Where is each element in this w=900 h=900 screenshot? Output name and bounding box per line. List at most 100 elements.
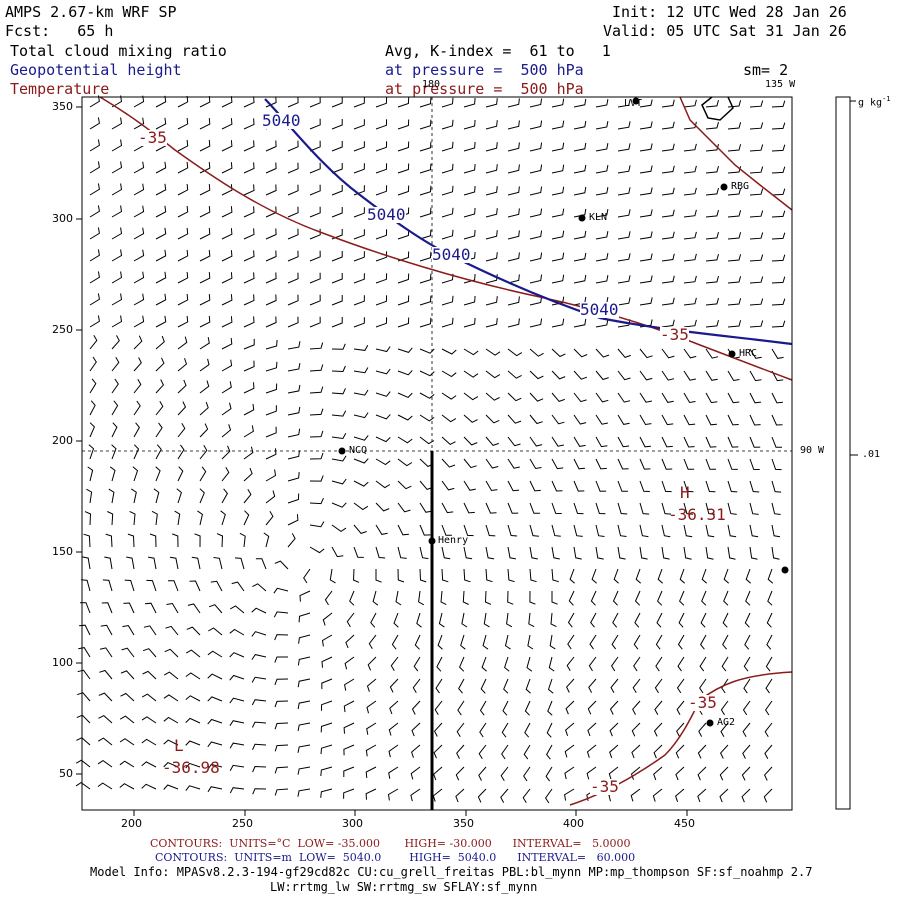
wind-barb xyxy=(568,590,575,606)
wind-barb xyxy=(331,317,343,328)
wind-barb xyxy=(529,348,544,357)
wind-barb xyxy=(433,766,443,781)
wind-barb xyxy=(639,502,650,515)
wind-barb xyxy=(595,275,609,284)
wind-barb xyxy=(252,788,267,795)
wind-barb xyxy=(419,97,432,108)
wind-barb xyxy=(463,480,476,491)
wind-barb xyxy=(501,722,509,738)
wind-barb xyxy=(441,436,456,446)
wind-barb xyxy=(397,370,413,376)
wind-barb xyxy=(120,692,135,702)
x-tick-300: 300 xyxy=(342,817,363,830)
wind-barb xyxy=(437,634,443,650)
wind-barb xyxy=(441,524,452,536)
wind-barb xyxy=(617,524,627,537)
wind-barb xyxy=(573,524,583,537)
wind-barb xyxy=(661,231,675,240)
wind-barb xyxy=(573,546,582,560)
wind-barb xyxy=(331,141,343,152)
wind-barb xyxy=(155,227,167,240)
wind-barb xyxy=(653,744,663,759)
wind-barb xyxy=(119,738,135,746)
wind-barb xyxy=(75,781,91,790)
wind-barb xyxy=(419,546,429,560)
k-index-range: Avg, K-index = 61 to 1 xyxy=(385,42,611,60)
wind-barb xyxy=(199,206,211,218)
wind-barb xyxy=(677,634,685,650)
wind-barb xyxy=(438,612,445,628)
wind-barb xyxy=(441,163,454,174)
wind-barb xyxy=(111,227,123,240)
wind-barb xyxy=(529,318,543,328)
wind-barb xyxy=(697,788,707,803)
colorbar-units-text: g kg xyxy=(858,97,883,109)
wind-barb xyxy=(177,205,189,218)
wind-barb xyxy=(617,187,631,196)
wind-barb xyxy=(155,422,163,438)
wind-barb xyxy=(133,95,145,108)
wind-barb xyxy=(610,678,619,693)
wind-barb xyxy=(107,511,114,526)
y-tick-350: 350 xyxy=(52,100,73,113)
wind-barb xyxy=(441,141,454,152)
wind-barb xyxy=(89,422,95,438)
colorbar-value: .01 xyxy=(862,449,881,460)
wind-barb xyxy=(595,436,608,448)
wind-barb xyxy=(441,568,449,583)
wind-barb xyxy=(142,648,157,658)
wind-barb xyxy=(186,626,201,636)
wind-barb xyxy=(243,338,255,350)
wind-barb xyxy=(142,670,157,680)
wind-barb xyxy=(551,370,566,380)
wind-barb xyxy=(617,414,630,425)
wind-barb xyxy=(573,274,587,284)
wind-barb xyxy=(199,118,211,130)
wind-barb xyxy=(573,252,587,262)
wind-barb xyxy=(485,568,493,583)
wind-barb xyxy=(397,185,410,196)
temp-label-4: -35 xyxy=(590,777,619,796)
wind-barb xyxy=(353,367,369,374)
x-tick-350: 350 xyxy=(453,817,474,830)
wind-barb xyxy=(111,249,123,262)
wind-barb xyxy=(457,700,465,716)
y-tick-200: 200 xyxy=(52,434,73,447)
wind-barb xyxy=(89,356,97,372)
wind-barb xyxy=(197,510,203,526)
wind-barb xyxy=(419,185,432,196)
wind-barb xyxy=(705,524,715,538)
wind-barb xyxy=(287,428,301,438)
wind-barb xyxy=(507,164,520,174)
wind-barb xyxy=(705,480,716,493)
wind-barb xyxy=(485,98,498,108)
wind-barb xyxy=(507,186,520,196)
station-dot-henry xyxy=(428,537,436,545)
wind-barb xyxy=(353,273,365,284)
wind-barb xyxy=(133,161,145,174)
wind-barb xyxy=(434,700,443,716)
wind-barb xyxy=(661,187,675,196)
wind-barb xyxy=(353,435,369,441)
wind-barb xyxy=(419,207,432,218)
wind-barb xyxy=(243,96,255,108)
wind-barb xyxy=(177,183,189,196)
wind-barb xyxy=(460,634,466,650)
wind-barb xyxy=(353,229,365,240)
wind-barb xyxy=(111,356,120,372)
wind-barb xyxy=(441,546,451,560)
wind-barb xyxy=(522,788,531,804)
wind-barb xyxy=(529,370,544,380)
wind-barb xyxy=(365,744,377,757)
wind-barb xyxy=(221,118,233,130)
wind-barb xyxy=(529,186,543,196)
wind-barb xyxy=(177,271,189,284)
wind-barb xyxy=(485,230,498,240)
wind-barb xyxy=(551,142,565,152)
wind-barb xyxy=(683,143,697,152)
wind-barb xyxy=(97,737,113,746)
wind-barb xyxy=(705,319,719,328)
wind-barb xyxy=(441,370,457,378)
wind-barb xyxy=(719,744,729,759)
model-info: Model Info: MPASv8.2.3-194-gf29cd82c CU:… xyxy=(90,865,813,879)
